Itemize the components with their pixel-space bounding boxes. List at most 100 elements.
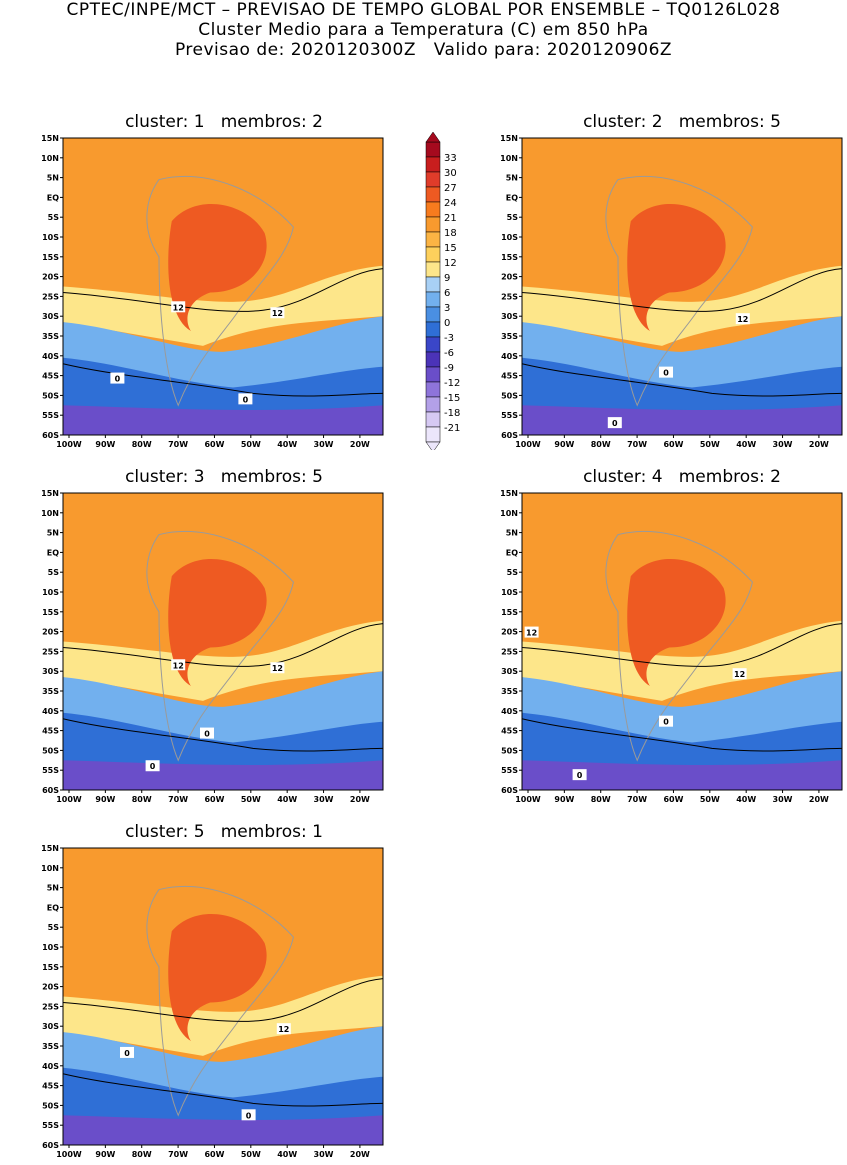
lon-tick-label: 100W [56, 1150, 82, 1159]
lat-tick-label: 60S [42, 431, 59, 440]
colorbar-label: 30 [444, 168, 457, 179]
lat-tick-label: 5N [47, 174, 59, 183]
lat-tick-label: 15N [41, 844, 59, 853]
lat-tick-label: 15N [41, 134, 59, 143]
lon-tick-label: 50W [241, 1150, 261, 1159]
lon-tick-label: 50W [241, 440, 261, 449]
lat-tick-label: 20S [501, 273, 518, 282]
lon-tick-label: 70W [168, 440, 188, 449]
panel-title: cluster: 5 membros: 1 [125, 822, 323, 842]
lon-tick-label: 50W [700, 440, 720, 449]
lat-tick-label: 30S [42, 312, 59, 321]
contour-label: 0 [663, 369, 669, 378]
very-cold-band [522, 405, 842, 435]
lon-tick-label: 40W [277, 795, 297, 804]
lat-tick-label: 55S [42, 766, 59, 775]
lat-tick-label: 60S [42, 786, 59, 795]
lat-tick-label: 25S [501, 292, 518, 301]
lon-tick-label: 30W [314, 795, 334, 804]
lat-tick-label: 20S [42, 628, 59, 637]
lat-tick-label: 40S [42, 352, 59, 361]
mild-band [522, 620, 842, 701]
contour-label-box [270, 307, 285, 319]
hot-core [627, 203, 726, 332]
lat-tick-label: 35S [42, 332, 59, 341]
lat-tick-label: 30S [501, 667, 518, 676]
lon-tick-label: 20W [809, 440, 829, 449]
lon-tick-label: 80W [132, 795, 152, 804]
lon-tick-label: 50W [700, 795, 720, 804]
mild-band [522, 265, 842, 346]
lat-tick-label: 10N [41, 509, 59, 518]
map-frame [62, 847, 384, 1146]
lon-tick-label: 90W [554, 795, 574, 804]
contour-12 [62, 268, 384, 312]
contour-0 [521, 718, 843, 752]
lat-tick-label: 50S [42, 1101, 59, 1110]
lon-tick-label: 100W [56, 795, 82, 804]
colorbar-swatch [425, 411, 441, 428]
lat-tick-label: 60S [42, 1141, 59, 1150]
lat-tick-label: 5S [48, 923, 60, 932]
contour-label-box [241, 1109, 256, 1121]
lat-tick-label: 10N [500, 509, 518, 518]
lat-tick-label: 10S [42, 233, 59, 242]
colorbar-label: -21 [444, 423, 460, 434]
contour-label: 0 [124, 1049, 130, 1058]
lat-tick-label: 5N [506, 529, 518, 538]
lat-tick-label: 5N [506, 174, 518, 183]
colorbar-swatch [425, 261, 441, 278]
contour-label-box [171, 301, 186, 313]
contour-label: 12 [173, 303, 184, 312]
lat-tick-label: 15N [500, 134, 518, 143]
lat-tick-label: 50S [501, 391, 518, 400]
lat-tick-label: 45S [501, 727, 518, 736]
lat-tick-label: EQ [47, 548, 59, 557]
colorbar-swatch [425, 276, 441, 293]
lat-tick-label: 40S [42, 707, 59, 716]
contour-label-box [524, 626, 539, 638]
lon-tick-label: 70W [168, 1150, 188, 1159]
colorbar-label: 15 [444, 243, 457, 254]
lon-tick-label: 100W [515, 795, 541, 804]
colorbar-swatch [425, 426, 441, 443]
contour-label-box [732, 668, 747, 680]
lat-tick-label: 50S [501, 746, 518, 755]
very-cold-band [63, 760, 383, 790]
map-frame [521, 137, 843, 436]
lat-tick-label: 10S [501, 233, 518, 242]
lat-tick-label: 40S [42, 1062, 59, 1071]
lat-tick-label: 60S [501, 431, 518, 440]
lat-tick-label: 10S [42, 943, 59, 952]
lat-tick-label: 10N [41, 154, 59, 163]
contour-label: 0 [243, 395, 249, 404]
contour-label: 0 [204, 730, 210, 739]
lon-tick-label: 80W [132, 440, 152, 449]
contour-label: 0 [663, 718, 669, 727]
lon-tick-label: 60W [663, 440, 683, 449]
lat-tick-label: 25S [42, 1002, 59, 1011]
colorbar-label: -6 [444, 348, 454, 359]
colorbar-swatch [425, 291, 441, 308]
contour-label: 12 [526, 629, 537, 638]
colorbar-label: 24 [444, 198, 457, 209]
contour-label-box [171, 659, 186, 671]
lat-tick-label: 10N [500, 154, 518, 163]
contour-0 [62, 718, 384, 752]
lat-tick-label: 35S [501, 687, 518, 696]
contour-label: 12 [272, 664, 283, 673]
lat-tick-label: 45S [501, 372, 518, 381]
very-cold-band [63, 1115, 383, 1145]
map-panel: 12 12 0 0 15N 10N 5N EQ 5S 10S 15S 20S 25S 30S 35S 40S 4… [23, 134, 391, 455]
lon-tick-label: 70W [627, 440, 647, 449]
lat-tick-label: 35S [42, 1042, 59, 1051]
lat-tick-label: 10S [501, 588, 518, 597]
mild-band [63, 620, 383, 701]
contour-label-box [270, 662, 285, 674]
lon-tick-label: 20W [350, 1150, 370, 1159]
contour-label-box [572, 769, 587, 781]
lat-tick-label: 55S [42, 411, 59, 420]
colorbar-swatch [425, 381, 441, 398]
colorbar-swatch [425, 186, 441, 203]
lat-tick-label: 25S [42, 647, 59, 656]
